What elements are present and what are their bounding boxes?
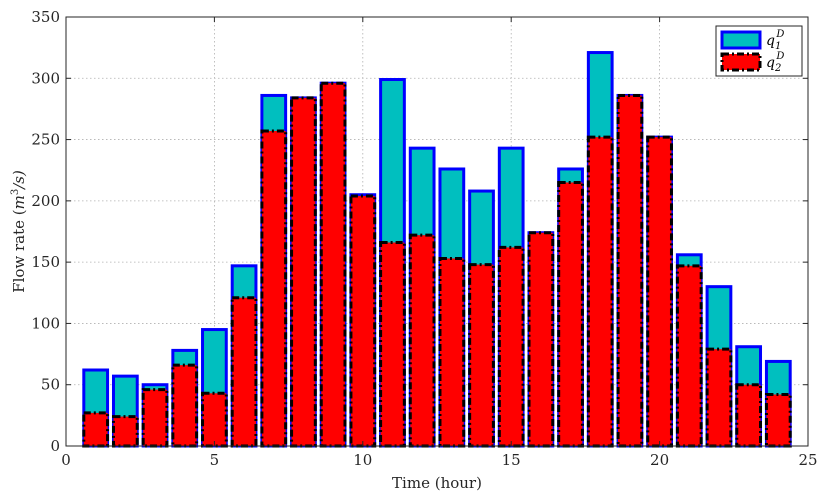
bar-q2-hour-11 (379, 241, 406, 448)
legend-entry-q1: q1D (766, 29, 784, 52)
y-tick-label: 100 (31, 314, 60, 332)
y-axis-label-unit-base: m (10, 195, 28, 209)
y-axis-label-unit-tail: /s) (10, 170, 28, 191)
legend-swatch-q1 (720, 30, 762, 50)
legend-swatch-q2 (720, 52, 762, 72)
bar-q2-hour-8 (290, 96, 317, 448)
bar-q2-hour-13 (438, 256, 466, 448)
bar-q2-hour-21 (675, 264, 703, 448)
bar-q2-hour-22 (705, 347, 733, 448)
x-tick-label: 25 (798, 451, 817, 469)
legend-q1-base: q (766, 33, 775, 49)
y-tick-label: 50 (41, 376, 60, 394)
legend-entry-q2: q2D (766, 51, 784, 74)
legend-q2-sub: 2 (774, 63, 781, 74)
bar-q2-hour-7 (260, 129, 288, 448)
x-tick-label: 5 (210, 451, 220, 469)
x-axis-label: Time (hour) (392, 474, 482, 492)
bar-q2-hour-20 (646, 135, 673, 448)
y-axis-label: Flow rate (m3/s) (10, 170, 28, 293)
y-axis-label-unit-exp: 3 (10, 189, 21, 195)
bar-q2-hour-2 (111, 415, 139, 448)
bar-q2-hour-12 (408, 233, 436, 448)
y-tick-label: 250 (31, 131, 60, 149)
bar-q2-hour-6 (230, 296, 258, 448)
x-tick-label: 10 (353, 451, 372, 469)
x-tick-label: 15 (502, 451, 521, 469)
bar-q2-hour-17 (557, 180, 584, 448)
y-tick-label: 350 (31, 8, 60, 26)
bar-q2-hour-15 (497, 245, 525, 448)
bars (82, 51, 792, 448)
legend-q2-base: q (766, 55, 775, 71)
bar-q2-hour-14 (468, 263, 495, 448)
legend-q1-sup: D (775, 29, 784, 40)
bar-q2-hour-9 (319, 81, 347, 448)
bar-q2-hour-5 (201, 391, 228, 448)
bar-q2-hour-18 (586, 135, 614, 448)
x-tick-label: 0 (61, 451, 71, 469)
legend: q1D q2D (715, 25, 803, 77)
y-tick-label: 0 (50, 437, 60, 455)
y-tick-label: 300 (31, 69, 60, 87)
bar-q2-hour-23 (735, 383, 763, 448)
x-tick-label: 20 (650, 451, 669, 469)
legend-q1-sub: 1 (775, 41, 781, 52)
y-tick-label: 150 (31, 253, 60, 271)
bar-q2-hour-4 (171, 363, 199, 448)
bar-q2-hour-19 (616, 93, 644, 448)
bar-q2-hour-10 (349, 194, 377, 448)
bar-q2-hour-1 (82, 411, 110, 448)
plot-frame (65, 16, 809, 447)
y-axis-label-prefix: Flow rate ( (10, 209, 28, 292)
legend-q2-sup: D (775, 51, 784, 62)
y-tick-label: 200 (31, 192, 60, 210)
bar-q2-hour-16 (527, 231, 555, 448)
bar-q2-hour-3 (141, 388, 169, 448)
bar-q2-hour-24 (764, 393, 792, 448)
